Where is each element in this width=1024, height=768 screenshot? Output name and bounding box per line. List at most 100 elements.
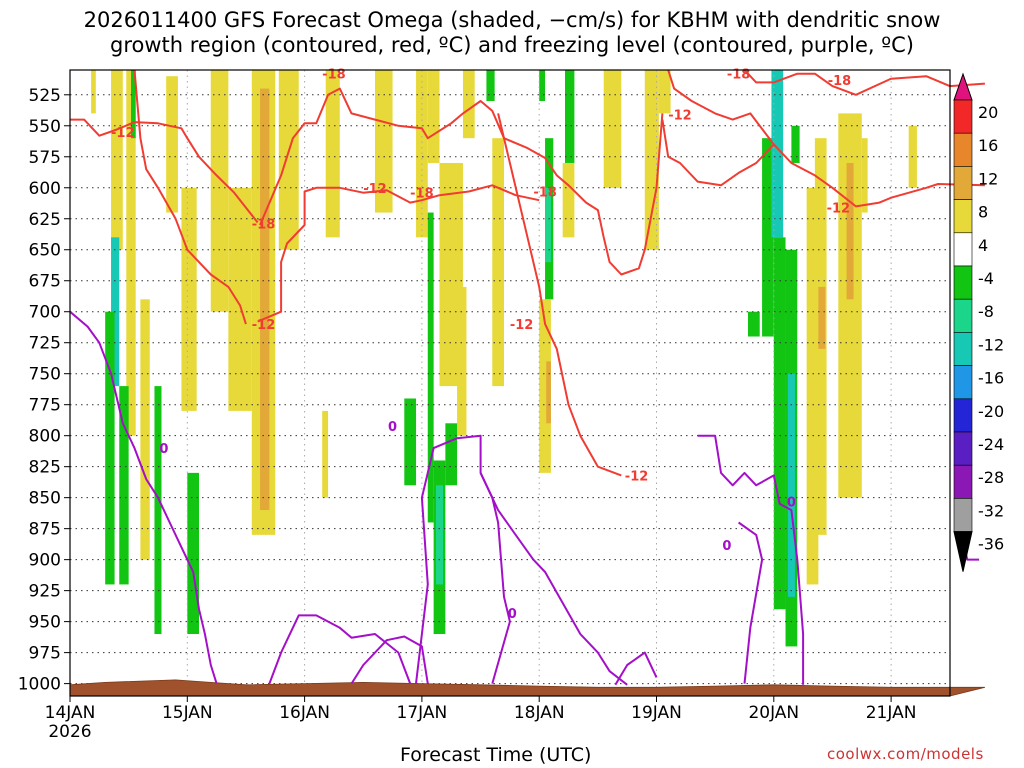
dgz-contour-line: [661, 119, 775, 187]
colorbar-label: 12: [978, 169, 998, 188]
omega-shade-cell: [545, 187, 551, 263]
omega-shade-cell: [818, 286, 826, 349]
dgz-label: -12: [827, 202, 851, 217]
omega-shade-cell: [457, 286, 467, 436]
y-tick-label: 850: [29, 489, 61, 509]
y-tick-label: 775: [29, 396, 61, 416]
title-line-1: 2026011400 GFS Forecast Omega (shaded, −…: [83, 8, 941, 32]
colorbar-label: -8: [978, 302, 994, 321]
x-tick-year: 2026: [48, 722, 91, 742]
dgz-label: -18: [322, 68, 346, 83]
colorbar: 20 16 12 8 4 -4 -8 -12 -16 -20 -24 -28 -32 -36: [953, 72, 1004, 572]
y-tick-label: 975: [29, 644, 61, 664]
dgz-contour-line: [743, 69, 985, 96]
dgz-label: -12: [111, 126, 135, 141]
x-tick-label: 20JAN: [748, 703, 799, 723]
omega-shade-cell: [228, 187, 252, 411]
colorbar-cell: [953, 464, 973, 499]
omega-shade-cell: [486, 70, 495, 101]
colorbar-top-arrow: [953, 72, 973, 101]
colorbar-label: -4: [978, 269, 994, 288]
omega-shade-cell: [140, 299, 150, 560]
y-tick-label: 875: [29, 520, 61, 540]
colorbar-cell: [953, 365, 973, 400]
omega-shade-cell: [644, 70, 659, 250]
omega-shade-cell: [791, 125, 800, 163]
y-tick-label: 575: [29, 148, 61, 168]
dgz-label: -12: [510, 318, 534, 333]
y-tick-label: 900: [29, 551, 61, 571]
dgz-contour-line: [667, 69, 985, 208]
colorbar-label: -36: [978, 535, 1004, 554]
freezing-contour-line: [268, 614, 412, 684]
colorbar-bottom-arrow: [953, 531, 973, 572]
terrain-band: [69, 679, 985, 697]
colorbar-cell: [953, 166, 973, 200]
omega-shade-cell: [91, 70, 96, 114]
y-tick-label: 625: [29, 210, 61, 230]
omega-shade-cell: [154, 386, 162, 635]
gridlines: [69, 70, 950, 696]
x-tick-label: 14JAN: [45, 703, 96, 723]
colorbar-label: -28: [978, 468, 1004, 487]
y-tick-label: 950: [29, 613, 61, 633]
dgz-label: -12: [625, 469, 649, 484]
omega-shade-cell: [374, 70, 393, 213]
omega-shade-cell: [747, 311, 760, 337]
omega-shade-cell: [404, 398, 417, 486]
y-tick-label: 550: [29, 117, 61, 137]
omega-shade-cell: [435, 485, 444, 585]
freezing-label: 0: [159, 442, 168, 457]
colorbar-label: 20: [978, 103, 998, 122]
y-tick-label: 925: [29, 582, 61, 602]
colorbar-label: -20: [978, 402, 1004, 421]
freezing-contour-line: [697, 434, 805, 685]
freezing-contour-line: [415, 434, 511, 684]
x-tick-label: 18JAN: [514, 703, 565, 723]
y-tick-label: 525: [29, 86, 61, 106]
y-tick-label: 750: [29, 365, 61, 385]
x-tick-label: 17JAN: [397, 703, 448, 723]
dgz-label: -18: [252, 218, 276, 233]
omega-shade-cell: [210, 70, 229, 312]
dgz-contours: [70, 69, 985, 477]
title-line-2: growth region (contoured, red, ºC) and f…: [110, 33, 914, 57]
freezing-contour-line: [738, 521, 764, 684]
colorbar-label: -12: [978, 335, 1004, 354]
omega-shade-cell: [838, 113, 862, 498]
colorbar-label: 4: [978, 236, 988, 255]
freezing-label: 0: [787, 495, 796, 510]
plot-frame: [69, 69, 951, 697]
omega-shade-cell: [546, 361, 551, 424]
omega-shade-cell: [427, 70, 440, 163]
colorbar-cell: [953, 431, 973, 466]
dgz-label: -12: [668, 109, 692, 124]
colorbar-cell: [953, 232, 973, 267]
omega-shade-cell: [119, 386, 129, 585]
terrain-fill: [69, 679, 985, 697]
omega-shade-cell: [771, 70, 784, 238]
colorbar-label: -32: [978, 501, 1004, 520]
x-tick-label: 21JAN: [866, 703, 917, 723]
colorbar-cell: [953, 332, 973, 366]
dgz-label: -18: [727, 68, 751, 83]
freezing-contour-line: [479, 472, 628, 686]
colorbar-cell: [953, 199, 973, 234]
y-tick-label: 675: [29, 272, 61, 292]
omega-shade-cell: [260, 88, 270, 511]
omega-shade-cell: [278, 70, 299, 250]
omega-shade-cell: [126, 70, 136, 436]
chart-title: 2026011400 GFS Forecast Omega (shaded, −…: [0, 8, 1024, 58]
y-tick-label: 650: [29, 241, 61, 261]
dgz-contour-line: [497, 113, 622, 477]
omega-shade-cell: [445, 423, 458, 486]
omega-shade-cell: [787, 373, 795, 597]
y-tick-label: 700: [29, 303, 61, 323]
x-tick-label: 16JAN: [279, 703, 330, 723]
freezing-label: 0: [722, 539, 731, 554]
omega-shading: [91, 70, 917, 647]
omega-shade-cell: [187, 472, 200, 635]
omega-shade-cell: [603, 70, 622, 188]
dgz-contour-line: [70, 118, 259, 224]
